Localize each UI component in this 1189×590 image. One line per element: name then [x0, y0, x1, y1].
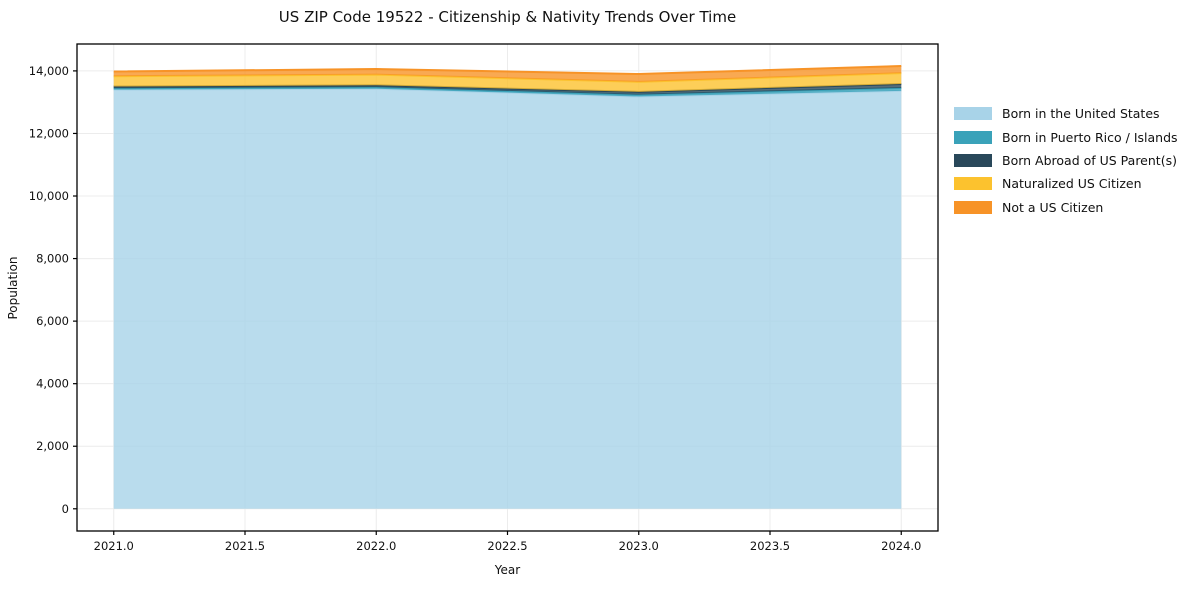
y-tick-label: 6,000 — [36, 314, 69, 328]
legend-item: Born in Puerto Rico / Islands — [954, 125, 1178, 148]
legend-item: Born Abroad of US Parent(s) — [954, 149, 1178, 172]
legend: Born in the United States Born in Puerto… — [954, 102, 1178, 219]
legend-swatch — [954, 107, 992, 121]
stacked-areas — [113, 65, 902, 509]
area-born-in-the-united-states — [113, 88, 902, 509]
legend-swatch — [954, 130, 992, 144]
x-tick-label: 2021.5 — [225, 539, 265, 553]
legend-label: Not a US Citizen — [1002, 199, 1104, 215]
legend-label: Born Abroad of US Parent(s) — [1002, 152, 1177, 168]
x-tick-label: 2023.0 — [619, 539, 659, 553]
axes: 2021.0 2021.5 2022.0 2022.5 2023.0 2023.5 2024… — [29, 43, 939, 553]
x-tick-label: 2023.5 — [750, 539, 790, 553]
legend-item: Born in the United States — [954, 102, 1178, 125]
y-tick-label: 14,000 — [29, 64, 69, 78]
legend-label: Born in Puerto Rico / Islands — [1002, 129, 1178, 145]
y-tick-label: 4,000 — [36, 377, 69, 391]
legend-swatch — [954, 153, 992, 167]
x-tick-label: 2021.0 — [94, 539, 134, 553]
legend-label: Naturalized US Citizen — [1002, 176, 1142, 192]
legend-swatch — [954, 177, 992, 191]
y-tick-label: 12,000 — [29, 126, 69, 140]
x-tick-label: 2024.0 — [881, 539, 921, 553]
legend-swatch — [954, 200, 992, 214]
legend-item: Naturalized US Citizen — [954, 172, 1178, 195]
y-tick-label: 0 — [62, 502, 69, 516]
x-axis-label: Year — [494, 563, 521, 577]
y-axis-label: Population — [6, 256, 20, 320]
chart-title: US ZIP Code 19522 - Citizenship & Nativi… — [278, 8, 737, 26]
legend-item: Not a US Citizen — [954, 196, 1178, 219]
y-tick-label: 8,000 — [36, 252, 69, 266]
area-naturalized-us-citizen — [113, 73, 902, 92]
edge-not-a-us-citizen — [113, 65, 902, 76]
x-tick-label: 2022.5 — [487, 539, 527, 553]
y-tick-label: 2,000 — [36, 439, 69, 453]
legend-label: Born in the United States — [1002, 106, 1160, 122]
y-tick-label: 10,000 — [29, 189, 69, 203]
x-tick-label: 2022.0 — [356, 539, 396, 553]
